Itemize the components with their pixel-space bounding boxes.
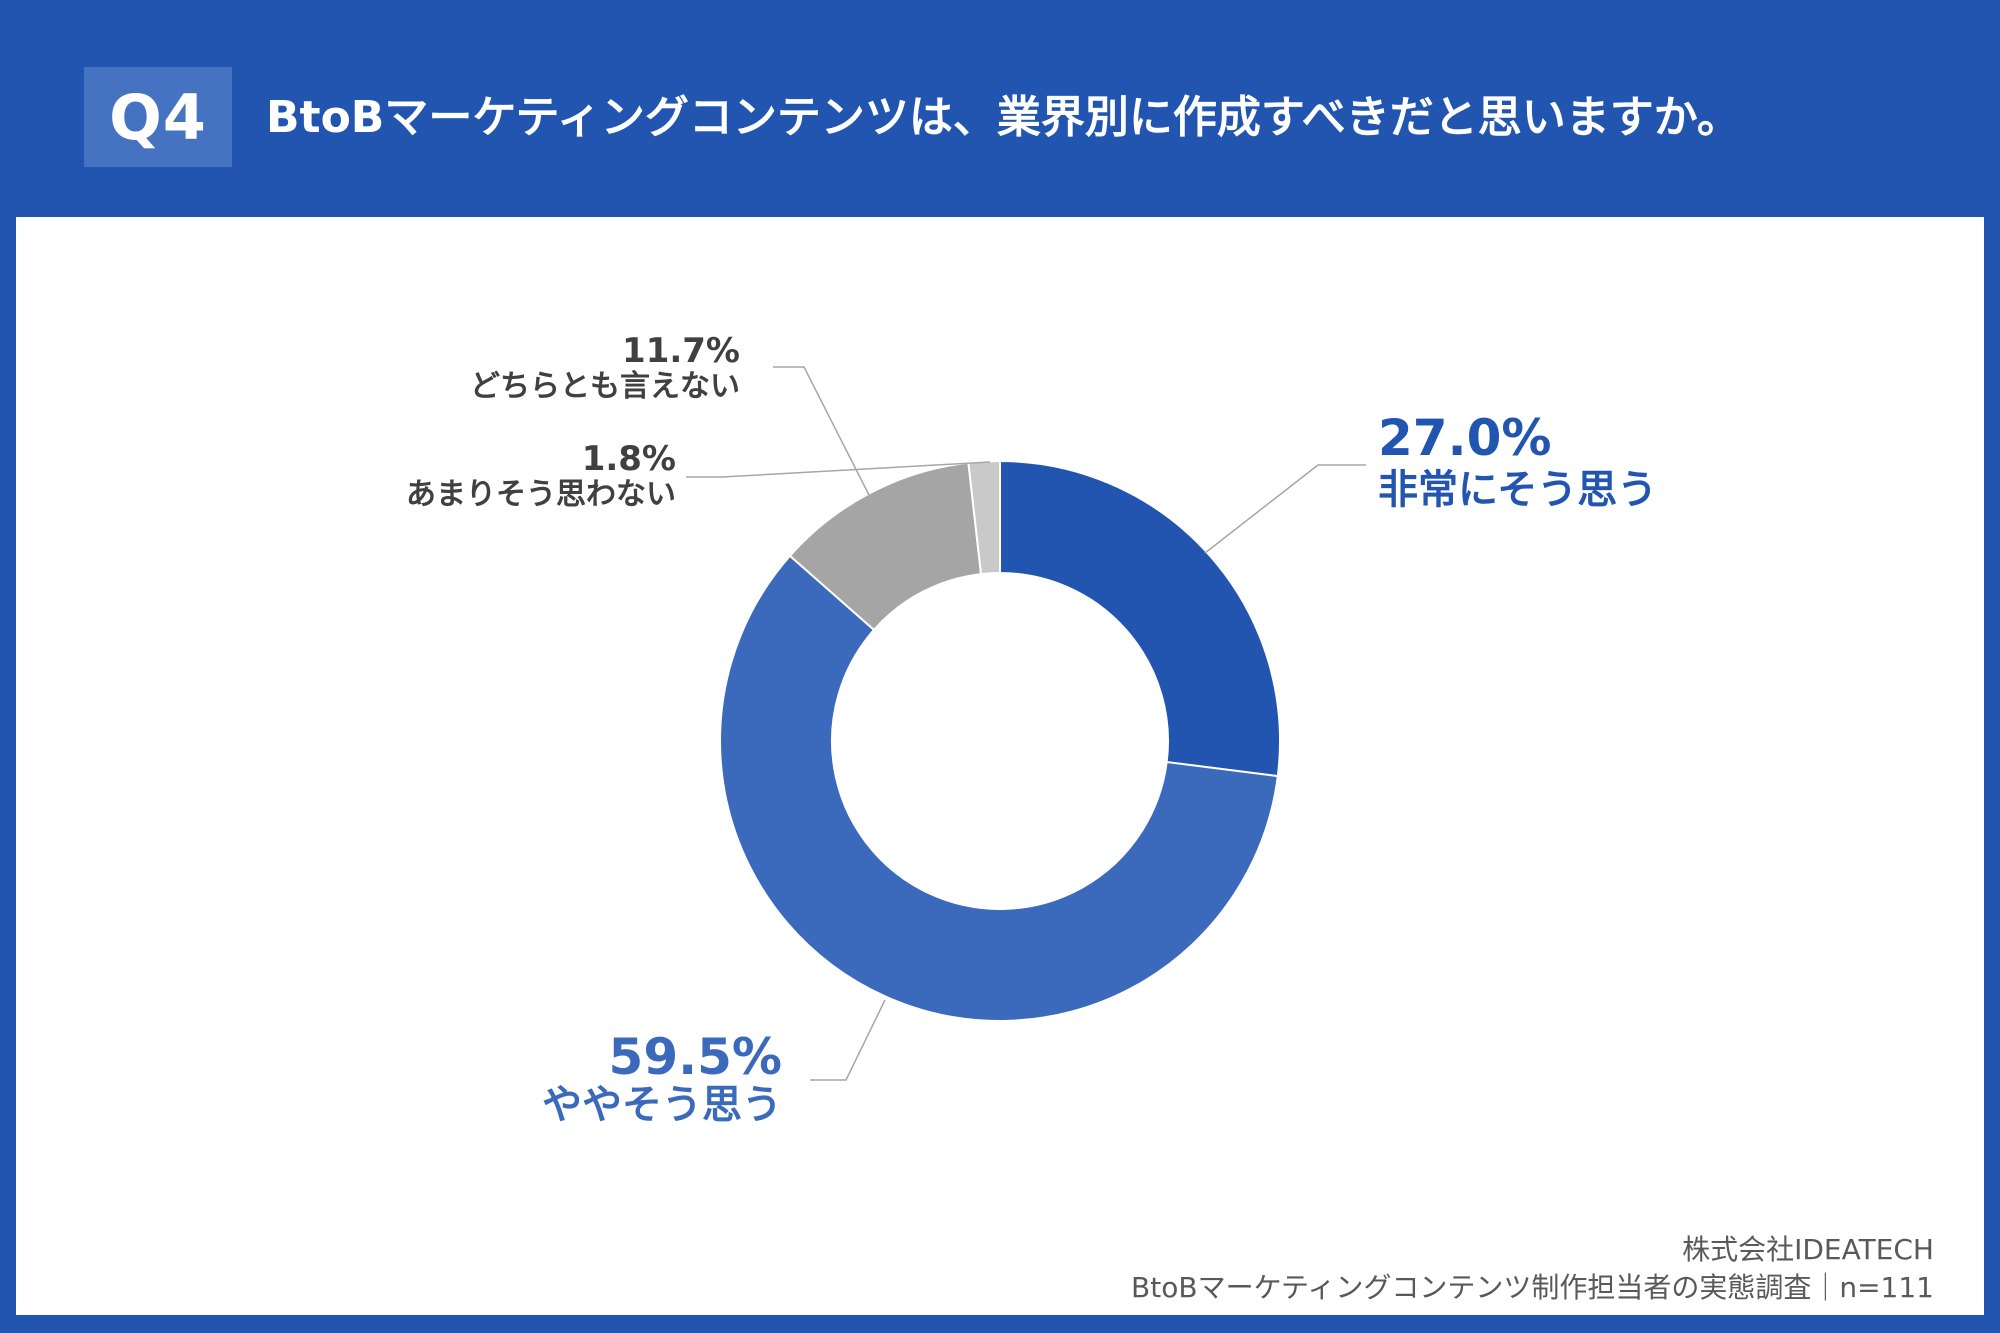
slice-value-label-2: 59.5%	[609, 1028, 782, 1086]
footer-company: 株式会社IDEATECH	[1682, 1233, 1934, 1266]
header: Q4 BtoBマーケティングコンテンツは、業界別に作成すべきだと思いますか。	[0, 0, 2000, 215]
question-badge: Q4	[84, 67, 232, 167]
slice-category-label-4: あまりそう思わない	[406, 477, 676, 512]
leader-line-2	[810, 999, 886, 1081]
leader-line-1	[1204, 464, 1366, 554]
slice-value-label-1: 27.0%	[1378, 409, 1551, 467]
leader-line-4	[686, 461, 991, 478]
chart-panel	[16, 217, 1984, 1315]
slice-category-label-2: ややそう思う	[542, 1082, 782, 1128]
slice-category-label-3: どちらとも言えない	[470, 369, 740, 404]
donut-slice-2	[719, 554, 1279, 1022]
slice-value-label-3: 11.7%	[622, 331, 740, 371]
leader-line-3	[773, 366, 871, 498]
donut-slice-4	[967, 459, 1001, 576]
question-title: BtoBマーケティングコンテンツは、業界別に作成すべきだと思いますか。	[266, 92, 1741, 143]
slice-value-label-4: 1.8%	[582, 439, 676, 479]
donut-slice-1	[999, 459, 1281, 778]
slice-category-label-1: 非常にそう思う	[1378, 467, 1657, 513]
footer-survey: BtoBマーケティングコンテンツ制作担当者の実態調査｜n=111	[1131, 1271, 1934, 1304]
